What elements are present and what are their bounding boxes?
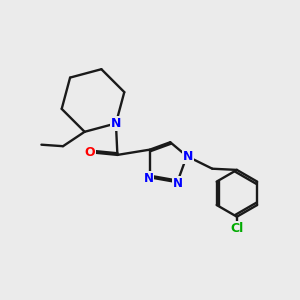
Text: N: N — [143, 172, 154, 185]
Text: N: N — [111, 117, 121, 130]
Text: O: O — [84, 146, 94, 159]
Text: Cl: Cl — [230, 222, 244, 235]
Text: N: N — [173, 177, 183, 190]
Text: N: N — [183, 150, 194, 163]
